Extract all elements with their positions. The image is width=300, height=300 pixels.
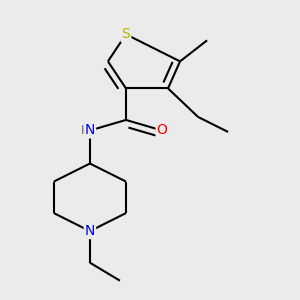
Text: S: S xyxy=(122,27,130,41)
Text: H: H xyxy=(80,124,90,137)
Text: N: N xyxy=(85,124,95,137)
Text: O: O xyxy=(157,124,167,137)
Text: N: N xyxy=(85,224,95,238)
